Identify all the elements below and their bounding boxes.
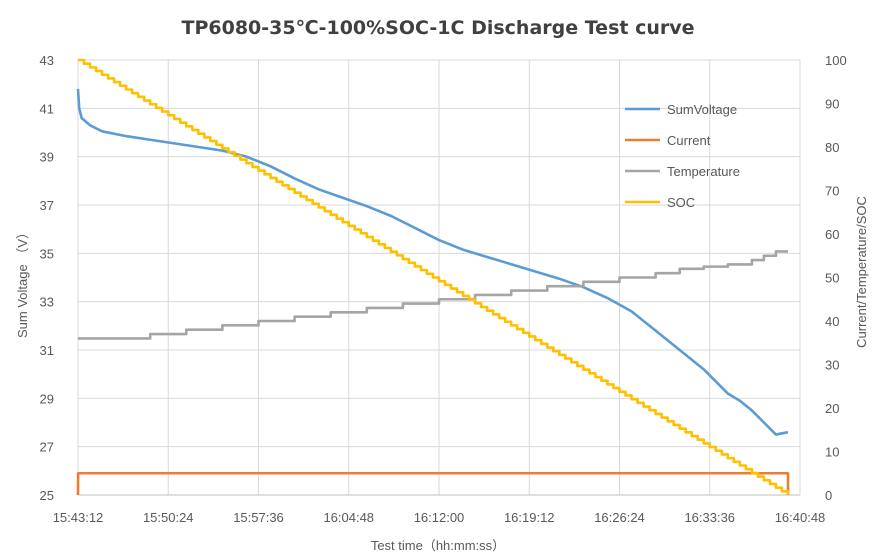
right-tick-label: 90 [825,97,839,112]
legend-label-current: Current [667,133,711,148]
right-tick-label: 80 [825,140,839,155]
x-tick-label: 16:33:36 [684,510,735,525]
x-tick-label: 15:57:36 [233,510,284,525]
x-tick-label: 16:26:24 [594,510,645,525]
x-tick-label: 15:43:12 [53,510,104,525]
series-line-current [76,471,790,496]
legend: SumVoltage Current Temperature SOC [625,102,740,210]
left-tick-label: 37 [40,198,54,213]
left-tick-label: 31 [40,343,54,358]
series-line-temperature [78,250,788,340]
left-tick-label: 41 [40,101,54,116]
legend-label-sumvoltage: SumVoltage [667,102,737,117]
left-tick-label: 27 [40,440,54,455]
right-tick-label: 10 [825,445,839,460]
left-tick-label: 25 [40,488,54,503]
right-tick-label: 50 [825,271,839,286]
chart-title: TP6080-35℃-100%SOC-1C Discharge Test cur… [182,17,695,39]
left-axis-ticks: 25 27 29 31 33 35 37 39 41 43 [40,53,54,503]
right-tick-label: 60 [825,227,839,242]
x-tick-label: 16:12:00 [414,510,465,525]
series-line-soc [78,58,790,495]
left-tick-label: 33 [40,295,54,310]
right-tick-label: 20 [825,401,839,416]
legend-label-soc: SOC [667,195,695,210]
right-tick-label: 30 [825,358,839,373]
right-tick-label: 0 [825,488,832,503]
left-tick-label: 29 [40,391,54,406]
x-tick-label: 16:40:48 [775,510,826,525]
x-axis-label: Test time（hh:mm:ss） [371,538,505,553]
legend-label-temperature: Temperature [667,164,740,179]
x-tick-label: 16:04:48 [323,510,374,525]
series-line-sumvoltage [76,88,789,436]
x-axis-ticks: 15:43:12 15:50:24 15:57:36 16:04:48 16:12:00… [53,510,826,525]
left-tick-label: 35 [40,246,54,261]
series-layer [76,58,790,496]
left-axis-label: Sum Voltage （V） [15,226,30,338]
right-tick-label: 100 [825,53,847,68]
x-tick-label: 15:50:24 [143,510,194,525]
left-tick-label: 39 [40,150,54,165]
right-axis-ticks: 0 10 20 30 40 50 60 70 80 90 100 [825,53,847,503]
left-tick-label: 43 [40,53,54,68]
right-axis-label: Current/Temperature/SOC [854,196,869,348]
x-tick-label: 16:19:12 [504,510,555,525]
right-tick-label: 70 [825,184,839,199]
right-tick-label: 40 [825,314,839,329]
